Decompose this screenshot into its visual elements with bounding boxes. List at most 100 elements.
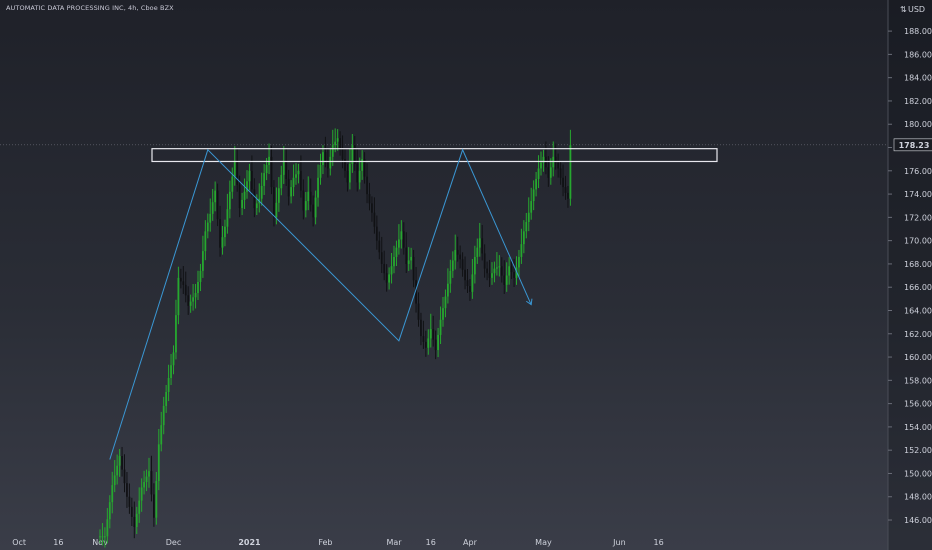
candle-down	[562, 177, 564, 188]
axis-unit-label: USD	[908, 5, 925, 14]
candle-up	[407, 260, 410, 264]
candle-up	[493, 268, 496, 274]
candle-up	[336, 138, 339, 142]
candle-down	[500, 266, 503, 276]
candle-down	[564, 187, 567, 193]
candle-down	[557, 162, 560, 169]
candle-down	[341, 148, 344, 160]
candle-up	[246, 181, 248, 192]
candle-down	[236, 161, 239, 185]
candle-up	[395, 247, 398, 257]
candle-up	[118, 456, 121, 466]
candle-up	[199, 270, 202, 282]
candle-up	[439, 319, 442, 335]
y-tick-label: 168.00	[904, 260, 932, 269]
candle-up	[530, 201, 533, 213]
y-tick-label: 170.00	[904, 237, 932, 246]
candle-down	[121, 456, 123, 470]
x-tick-label: May	[535, 538, 552, 547]
candle-down	[375, 226, 378, 241]
candle-up	[116, 465, 119, 476]
candle-up	[478, 238, 481, 248]
y-tick-label: 180.00	[904, 120, 932, 129]
candle-up	[192, 297, 194, 302]
candle-down	[326, 160, 329, 169]
candle-up	[255, 203, 258, 209]
x-tick-label: Apr	[463, 538, 478, 547]
pattern-path[interactable]	[109, 148, 532, 460]
candle-down	[123, 469, 126, 484]
candle-down	[130, 506, 133, 517]
candle-up	[145, 476, 148, 483]
candle-up	[491, 273, 493, 278]
candle-down	[153, 494, 155, 518]
candle-up	[297, 170, 300, 175]
candle-up	[214, 190, 217, 203]
y-tick-label: 174.00	[904, 190, 932, 199]
candle-down	[385, 273, 388, 283]
candle-up	[295, 174, 297, 178]
candle-up	[447, 283, 449, 297]
candle-down	[126, 483, 128, 497]
candle-down	[483, 253, 486, 269]
candle-down	[466, 280, 469, 287]
candle-down	[368, 194, 371, 204]
candle-up	[476, 247, 479, 257]
candle-down	[469, 286, 471, 292]
candle-down	[179, 277, 182, 282]
x-tick-label: Mar	[386, 538, 402, 547]
candle-up	[540, 162, 542, 169]
candle-down	[402, 231, 405, 248]
candle-up	[322, 152, 324, 165]
price-axis-panel[interactable]	[888, 0, 932, 550]
candle-down	[363, 159, 366, 177]
candle-up	[165, 391, 168, 406]
candle-down	[513, 272, 515, 278]
candle-down	[312, 204, 315, 218]
candle-up	[522, 231, 525, 245]
chart-title: AUTOMATIC DATA PROCESSING INC, 4h, Cboe …	[6, 4, 174, 12]
resistance-rectangle[interactable]	[151, 148, 718, 163]
candle-up	[170, 365, 172, 379]
candle-up	[209, 213, 212, 223]
candle-down	[434, 339, 437, 351]
candle-up	[160, 425, 163, 445]
x-tick-label: Dec	[166, 538, 181, 547]
candle-down	[378, 240, 381, 253]
candle-up	[172, 352, 175, 366]
candle-up	[542, 156, 545, 163]
candle-up	[189, 301, 192, 306]
candle-up	[427, 338, 430, 348]
candle-down	[405, 247, 408, 264]
candle-up	[243, 191, 246, 200]
candle-up	[138, 500, 141, 514]
candle-up	[197, 281, 199, 294]
candle-up	[520, 244, 523, 257]
y-tick-label: 184.00	[904, 74, 932, 83]
candle-down	[412, 256, 415, 281]
candle-up	[175, 315, 177, 353]
candle-up	[162, 405, 165, 426]
candle-up	[113, 475, 116, 486]
x-tick-label: 16	[426, 538, 436, 547]
candle-up	[204, 231, 207, 252]
candle-down	[554, 156, 557, 163]
candle-up	[135, 513, 138, 528]
candle-down	[184, 284, 187, 296]
candle-up	[314, 197, 317, 218]
candle-down	[273, 187, 275, 218]
candle-down	[150, 471, 153, 495]
candle-down	[344, 159, 346, 171]
y-tick-label: 188.00	[904, 27, 932, 36]
candle-up	[410, 256, 413, 261]
x-tick-label: 16	[53, 538, 63, 547]
candle-up	[361, 159, 364, 171]
candle-up	[233, 161, 236, 177]
candle-down	[353, 145, 356, 164]
candle-up	[111, 485, 114, 503]
x-tick-label: 2021	[238, 538, 261, 547]
candle-up	[317, 177, 319, 198]
scale-toggle-icon[interactable]: ⇅	[900, 5, 907, 14]
candle-up	[265, 164, 268, 174]
